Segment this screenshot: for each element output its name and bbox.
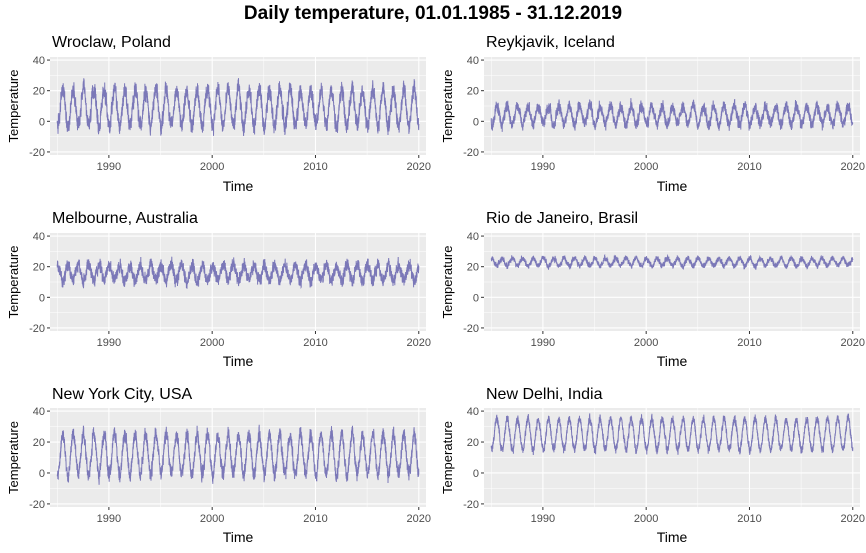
chart-panel-4: -20 0 20 40 1990 2000 2010 2020 Rio de Janeiro, … — [440, 210, 865, 369]
x-axis-label: Time — [223, 353, 254, 369]
y-tick-label: 20 — [467, 262, 479, 274]
x-axis-label: Time — [657, 529, 688, 545]
x-tick-label: 1990 — [531, 337, 555, 349]
y-tick-label: -20 — [29, 323, 45, 335]
x-tick-label: 2020 — [841, 161, 865, 173]
x-tick-label: 2020 — [841, 513, 865, 525]
panel-title: New Delhi, India — [486, 386, 603, 403]
x-tick-label: 2010 — [303, 337, 327, 349]
x-tick-label: 2000 — [634, 161, 658, 173]
temperature-series-line — [490, 413, 854, 456]
x-tick-label: 1990 — [97, 161, 121, 173]
x-tick-label: 2010 — [737, 161, 761, 173]
temperature-series-line — [56, 424, 420, 485]
x-axis-label: Time — [657, 353, 688, 369]
y-tick-label: 40 — [467, 55, 479, 67]
temperature-series-line — [56, 78, 420, 137]
y-tick-label: 0 — [39, 468, 45, 480]
y-tick-label: 40 — [467, 231, 479, 243]
y-axis-label: Temperature — [440, 421, 455, 494]
y-axis-label: Temperature — [6, 246, 21, 319]
y-tick-label: 40 — [33, 55, 45, 67]
y-tick-label: 20 — [33, 262, 45, 274]
y-axis-label: Temperature — [440, 70, 455, 143]
x-tick-label: 1990 — [97, 513, 121, 525]
y-tick-label: 20 — [467, 86, 479, 98]
x-tick-label: 2000 — [634, 513, 658, 525]
y-axis-label: Temperature — [6, 421, 21, 494]
y-tick-label: 0 — [473, 468, 479, 480]
temperature-series-line — [56, 256, 420, 290]
y-tick-label: 0 — [39, 116, 45, 128]
y-tick-label: -20 — [463, 147, 479, 159]
y-tick-label: 0 — [39, 292, 45, 304]
y-tick-label: 40 — [33, 406, 45, 418]
panel-title: Reykjavik, Iceland — [486, 34, 615, 51]
chart-panel-1: -20 0 20 40 1990 2000 2010 2020 Wroclaw, Poland T… — [6, 34, 431, 194]
x-tick-label: 2000 — [634, 337, 658, 349]
chart-panel-5: -20 0 20 40 1990 2000 2010 2020 New York City, U… — [6, 386, 431, 545]
chart-panel-6: -20 0 20 40 1990 2000 2010 2020 New Delhi, India… — [440, 386, 865, 545]
y-tick-label: -20 — [463, 323, 479, 335]
y-tick-label: 40 — [33, 231, 45, 243]
y-tick-label: 40 — [467, 406, 479, 418]
x-tick-label: 2010 — [303, 513, 327, 525]
x-axis-label: Time — [657, 178, 688, 194]
y-tick-label: 20 — [33, 437, 45, 449]
panel-title: Rio de Janeiro, Brasil — [486, 210, 638, 227]
x-tick-label: 2000 — [200, 337, 224, 349]
y-axis-label: Temperature — [6, 70, 21, 143]
x-tick-label: 2020 — [841, 337, 865, 349]
x-axis-label: Time — [223, 178, 254, 194]
y-axis-label: Temperature — [440, 246, 455, 319]
x-tick-label: 2020 — [407, 337, 431, 349]
x-tick-label: 2010 — [737, 513, 761, 525]
y-tick-label: -20 — [463, 499, 479, 511]
x-tick-label: 1990 — [531, 513, 555, 525]
panel-title: New York City, USA — [52, 386, 193, 403]
temperature-series-line — [490, 98, 854, 132]
y-tick-label: -20 — [29, 147, 45, 159]
y-tick-label: 0 — [473, 292, 479, 304]
panel-title: Wroclaw, Poland — [52, 34, 171, 51]
x-tick-label: 2020 — [407, 513, 431, 525]
x-tick-label: 2010 — [303, 161, 327, 173]
chart-panel-2: -20 0 20 40 1990 2000 2010 2020 Reykjavik, Icela… — [440, 34, 865, 194]
chart-panel-3: -20 0 20 40 1990 2000 2010 2020 Melbourne, Austr… — [6, 210, 431, 369]
y-tick-label: 20 — [33, 86, 45, 98]
y-tick-label: -20 — [29, 499, 45, 511]
panel-title: Melbourne, Australia — [52, 210, 198, 227]
y-tick-label: 20 — [467, 437, 479, 449]
x-tick-label: 1990 — [97, 337, 121, 349]
x-tick-label: 2000 — [200, 161, 224, 173]
y-tick-label: 0 — [473, 116, 479, 128]
x-tick-label: 2000 — [200, 513, 224, 525]
figure-title: Daily temperature, 01.01.1985 - 31.12.20… — [243, 3, 623, 24]
x-tick-label: 2020 — [407, 161, 431, 173]
x-axis-label: Time — [223, 529, 254, 545]
x-tick-label: 1990 — [531, 161, 555, 173]
temperature-series-line — [490, 253, 854, 270]
x-tick-label: 2010 — [737, 337, 761, 349]
